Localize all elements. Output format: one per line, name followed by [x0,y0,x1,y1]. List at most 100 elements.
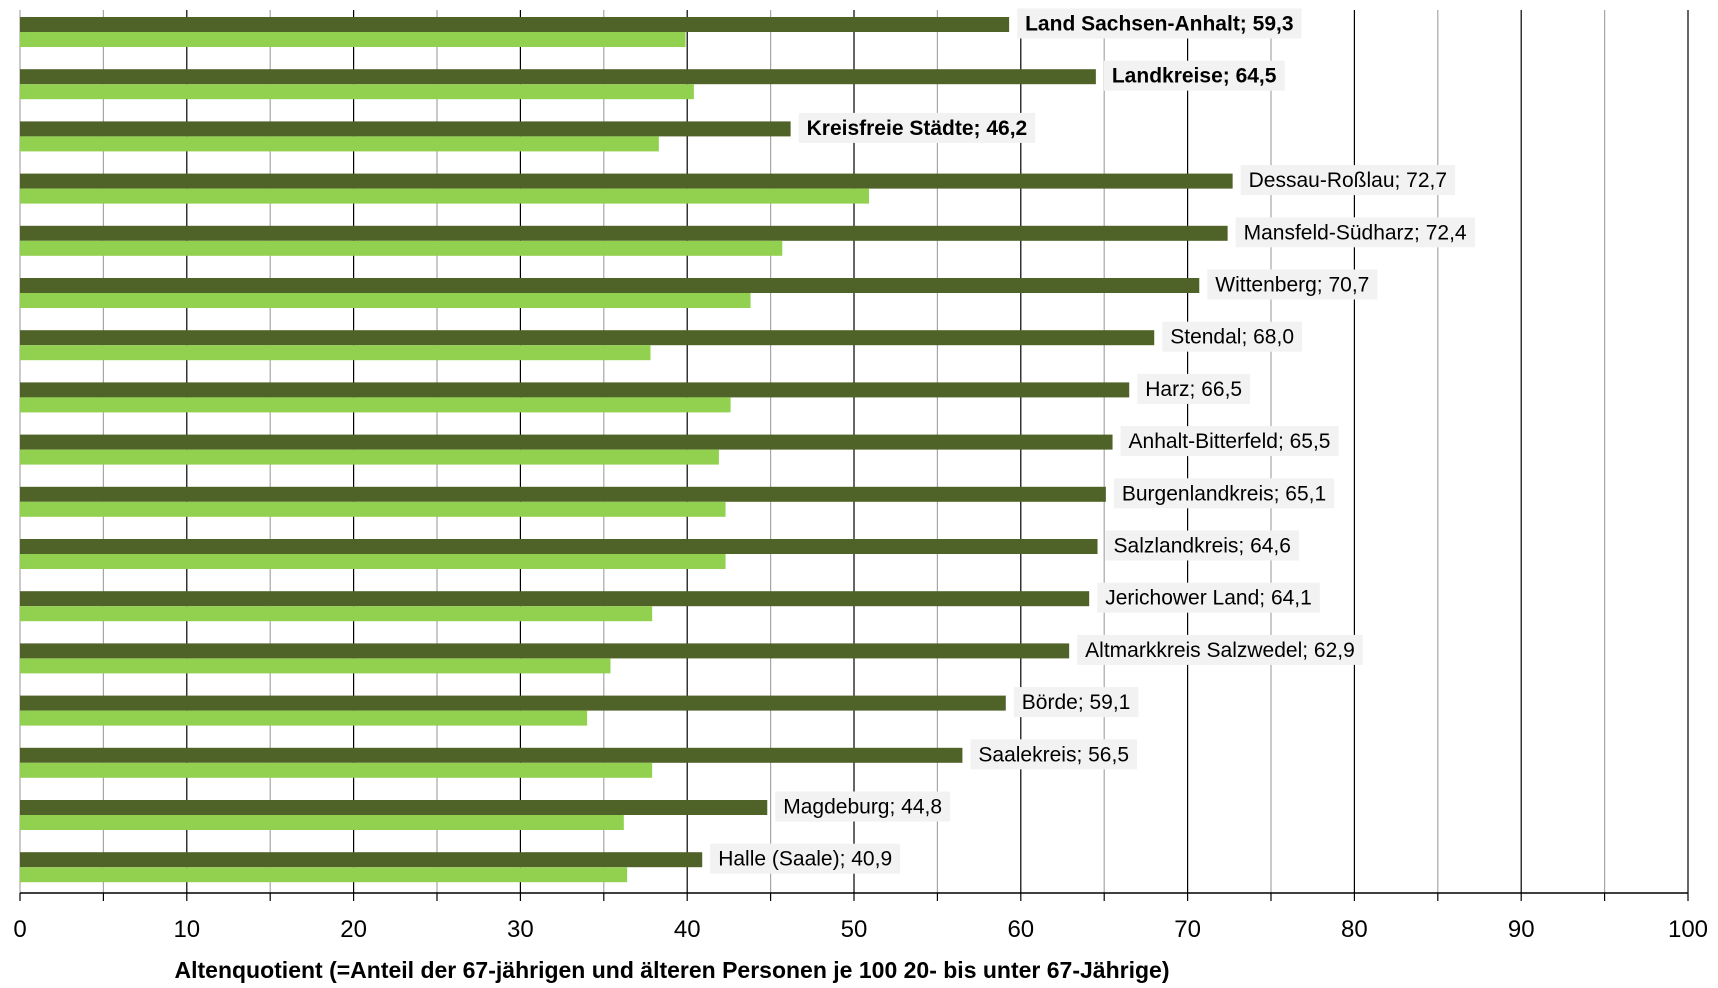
data-label: Börde; 59,1 [1013,687,1139,718]
bar-series-2 [20,658,611,674]
bar-series-2 [20,32,686,47]
bar-series-1 [20,643,1070,659]
x-tick-label: 40 [674,916,701,943]
data-label: Magdeburg; 44,8 [775,791,951,822]
x-tick-label: 60 [1007,916,1034,943]
bar-series-1 [20,225,1228,241]
bar-series-2 [20,710,588,726]
bar-series-1 [20,800,768,815]
data-label: Kreisfreie Städte; 46,2 [798,112,1036,143]
bar-series-2 [20,554,726,569]
bar-series-1 [20,591,1090,607]
data-label: Harz; 66,5 [1137,373,1251,404]
bar-series-2 [20,449,719,465]
data-label-box [1235,217,1475,248]
data-label: Salzlandkreis; 64,6 [1105,530,1299,561]
data-label-text: Stendal; 68,0 [1170,326,1294,349]
bar-series-2 [20,188,870,204]
bar-series-2 [20,345,651,361]
data-label-box [1207,269,1378,300]
data-label-text: Landkreise; 64,5 [1112,65,1277,88]
bar-series-2 [20,815,624,830]
data-label: Anhalt-Bitterfeld; 65,5 [1120,426,1339,457]
x-axis-title: Altenquotient (=Anteil der 67-jährigen u… [175,957,1170,983]
data-label-box [1113,478,1335,509]
data-label-text: Halle (Saale); 40,9 [718,848,892,871]
bar-series-1 [20,539,1098,554]
x-tick-label: 20 [340,916,367,943]
data-label-text: Mansfeld-Südharz; 72,4 [1244,221,1467,244]
data-label-box [1162,321,1303,352]
bar-series-1 [20,173,1233,189]
bar-series-1 [20,852,703,868]
x-tick-label: 30 [507,916,534,943]
bar-series-1 [20,695,1006,711]
bar-series-1 [20,278,1200,293]
data-label: Mansfeld-Südharz; 72,4 [1235,217,1475,248]
data-label-box [775,791,951,822]
data-label-text: Anhalt-Bitterfeld; 65,5 [1129,430,1331,453]
data-label-text: Land Sachsen-Anhalt; 59,3 [1025,13,1293,36]
bar-series-1 [20,69,1096,85]
x-tick-label: 0 [13,916,26,943]
bars [20,17,1233,883]
x-tick-label: 70 [1174,916,1201,943]
x-tick-label: 10 [173,916,200,943]
data-label-box [710,843,901,874]
data-label-text: Altmarkkreis Salzwedel; 62,9 [1085,639,1355,662]
data-label-box [970,739,1138,770]
bar-series-2 [20,136,659,152]
data-label: Wittenberg; 70,7 [1207,269,1378,300]
bar-series-2 [20,762,653,778]
data-label: Stendal; 68,0 [1162,321,1303,352]
bar-series-2 [20,867,628,883]
bar-series-1 [20,17,1010,32]
data-label: Land Sachsen-Anhalt; 59,3 [1017,8,1302,39]
data-label-box [1105,530,1299,561]
data-label-text: Wittenberg; 70,7 [1215,274,1369,297]
data-label: Burgenlandkreis; 65,1 [1113,478,1335,509]
bar-series-1 [20,330,1155,346]
data-label-text: Saalekreis; 56,5 [978,743,1129,766]
x-tick-label: 50 [841,916,868,943]
data-label: Dessau-Roßlau; 72,7 [1240,165,1456,196]
x-axis: 0 10 20 30 40 50 60 70 80 90 100 [13,892,1708,943]
data-label-text: Börde; 59,1 [1022,691,1131,714]
bar-series-2 [20,606,653,622]
bar-series-1 [20,121,791,137]
data-label: Saalekreis; 56,5 [970,739,1138,770]
data-label-box [1013,687,1139,718]
bar-series-2 [20,397,731,413]
bar-series-1 [20,382,1130,398]
data-label-box [1103,60,1285,91]
data-label-text: Jerichower Land; 64,1 [1105,587,1312,610]
data-label-box [1137,373,1251,404]
x-tick-label: 90 [1508,916,1535,943]
data-labels: Land Sachsen-Anhalt; 59,3 Landkreise; 64,… [710,8,1475,874]
bar-series-1 [20,747,963,763]
data-label: Halle (Saale); 40,9 [710,843,901,874]
bar-series-2 [20,84,694,100]
data-label-box [798,112,1036,143]
bar-series-2 [20,293,751,308]
data-label-text: Burgenlandkreis; 65,1 [1122,482,1326,505]
data-label: Altmarkkreis Salzwedel; 62,9 [1077,634,1363,665]
data-label-text: Dessau-Roßlau; 72,7 [1249,169,1447,192]
bar-series-2 [20,501,726,517]
data-label: Jerichower Land; 64,1 [1097,582,1320,613]
data-label-box [1097,582,1320,613]
data-label: Landkreise; 64,5 [1103,60,1285,91]
x-tick-label: 100 [1668,916,1708,943]
data-label-text: Kreisfreie Städte; 46,2 [807,117,1028,140]
data-label-text: Magdeburg; 44,8 [783,796,942,819]
bar-series-1 [20,434,1113,450]
data-label-box [1077,634,1363,665]
data-label-box [1017,8,1302,39]
data-label-box [1120,426,1339,457]
bar-series-2 [20,240,783,256]
data-label-text: Harz; 66,5 [1145,378,1242,401]
data-label-text: Salzlandkreis; 64,6 [1114,535,1291,558]
bar-series-1 [20,486,1106,502]
